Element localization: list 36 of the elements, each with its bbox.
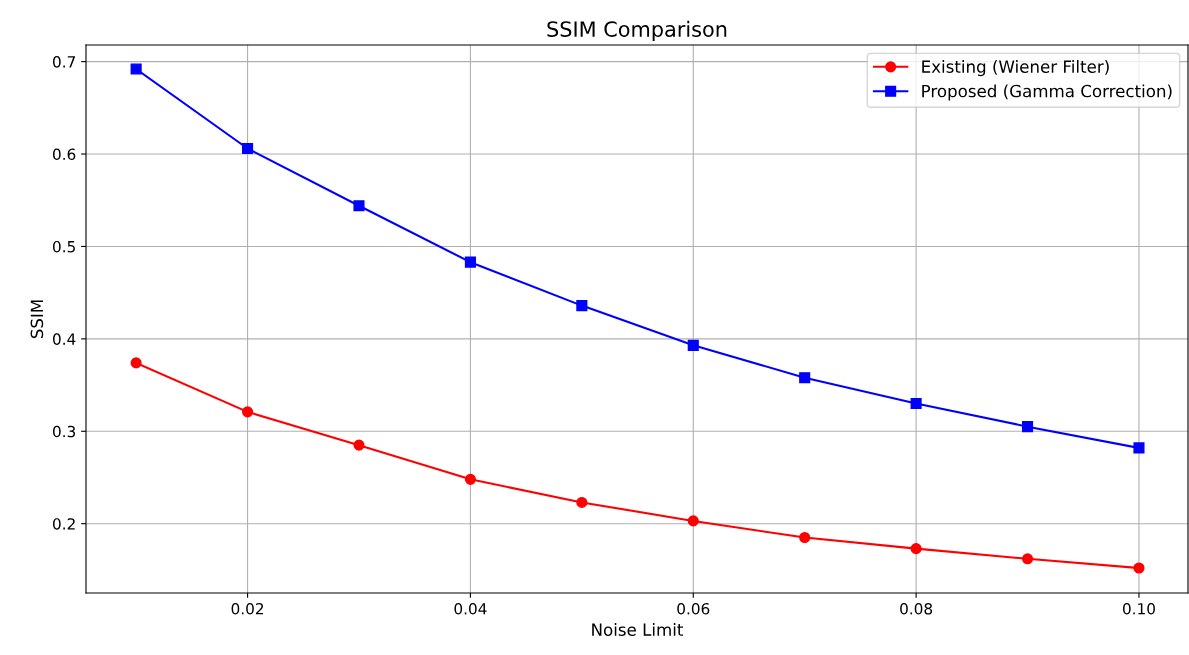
y-tick-label: 0.2: [52, 518, 75, 530]
chart-title: SSIM Comparison: [547, 20, 727, 41]
point: [242, 142, 254, 155]
point: [1021, 553, 1034, 565]
point: [1133, 442, 1145, 454]
point: [353, 439, 365, 451]
point: [799, 531, 811, 544]
x-tick-label: 0.08: [900, 602, 933, 615]
y-axis-title: SSIM: [30, 300, 44, 339]
x-tick-label: 0.04: [454, 602, 487, 615]
legend-label: Proposed (Gamma Correction): [922, 84, 1172, 101]
x-axis-title: Noise Limit: [592, 623, 684, 636]
point: [576, 496, 588, 508]
point: [910, 398, 922, 410]
point: [1021, 421, 1034, 433]
x-tick-label: 0.10: [1122, 602, 1155, 615]
point: [687, 339, 699, 351]
point: [242, 406, 254, 418]
y-tick-label: 0.6: [52, 148, 76, 161]
point: [576, 300, 588, 312]
point: [799, 372, 811, 384]
legend-label: Existing (Wiener Filter): [922, 60, 1109, 77]
y-tick-label: 0.3: [52, 425, 76, 438]
x-tick-label: 0.02: [231, 602, 264, 615]
point: [130, 357, 142, 369]
point: [687, 515, 699, 527]
y-tick-label: 0.4: [52, 333, 76, 345]
y-tick-label: 0.5: [52, 240, 75, 253]
x-tick-label: 0.06: [677, 602, 710, 615]
point: [464, 256, 476, 268]
y-tick-label: 0.7: [52, 56, 75, 68]
point: [353, 200, 365, 212]
point: [130, 63, 142, 75]
point: [910, 543, 922, 555]
point: [1133, 562, 1145, 574]
point: [464, 473, 476, 485]
